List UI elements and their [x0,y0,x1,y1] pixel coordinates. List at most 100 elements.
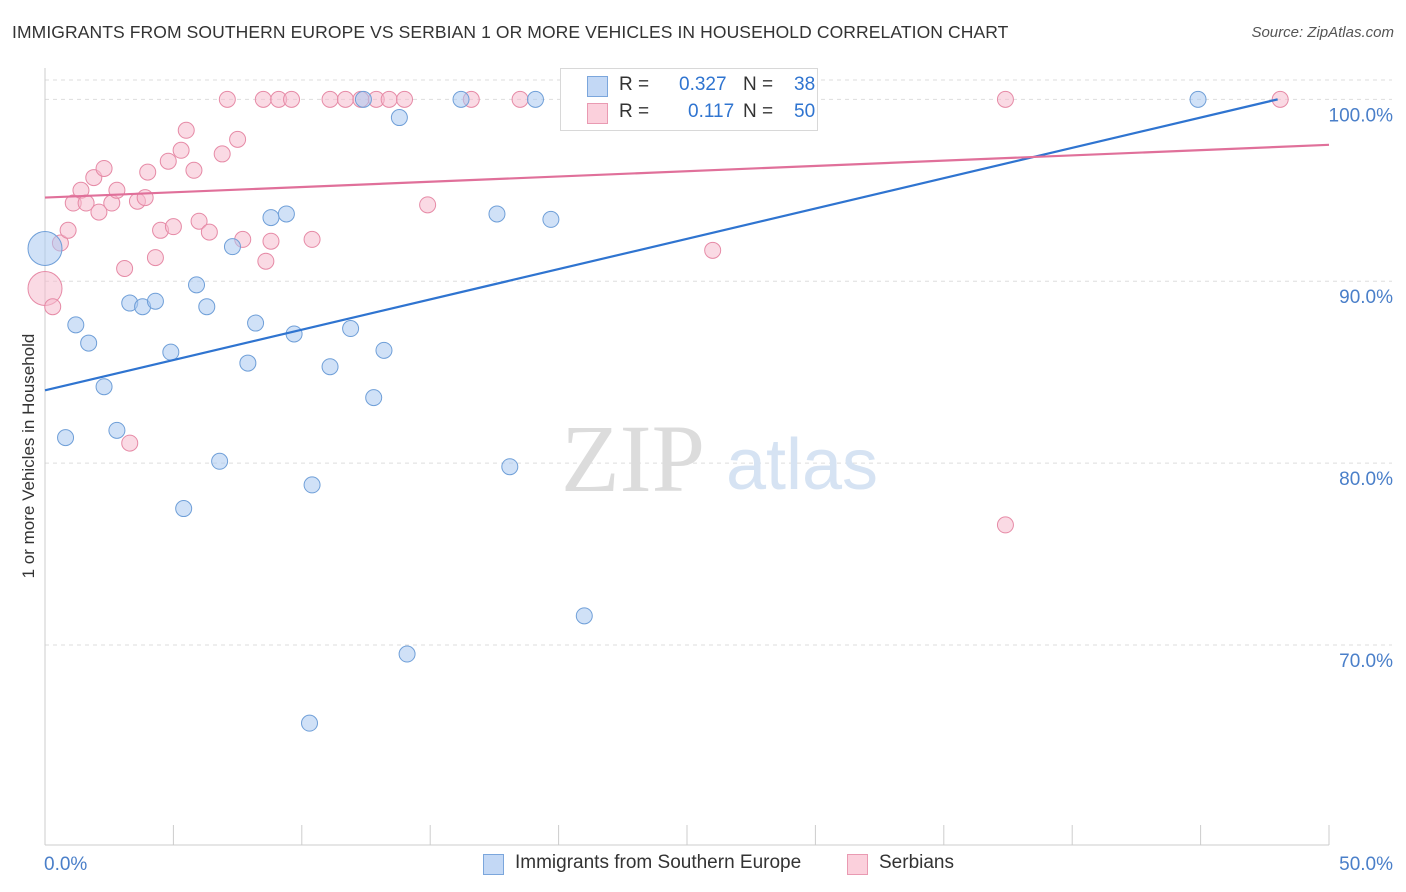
y-tick-label: 80.0% [1339,469,1393,490]
serbians-point [380,90,398,108]
southern-europe-point [452,90,470,108]
serbians-point [704,241,722,259]
y-tick-labels: 100.0% 90.0% 80.0% 70.0% [1329,105,1394,672]
southern-europe-point [95,378,113,396]
southern-europe-point [354,90,372,108]
southern-europe-point [198,298,216,316]
southern-europe-point [108,421,126,439]
trend-lines [44,98,1330,392]
serbians-point [200,223,218,241]
serbians-point [254,90,272,108]
legend-swatch-pink [587,103,608,124]
n-label: N = [743,101,774,122]
southern-europe-point [321,358,339,376]
southern-europe-point [277,205,295,223]
serbians-point [164,218,182,236]
legend-label-serbians: Serbians [879,852,954,873]
serbians-point [59,221,77,239]
watermark-atlas: atlas [726,425,878,505]
southern-europe-trend-line [44,98,1278,392]
serbians-point [159,152,177,170]
legend-swatch-pink [847,854,868,875]
serbians-point [116,260,134,278]
southern-europe-point [1189,90,1207,108]
southern-europe-point [390,109,408,127]
serbians-point [185,161,203,179]
serbians-point [257,252,275,270]
watermark: ZIP atlas [561,405,878,512]
southern-europe-point [342,320,360,338]
serbians-point [90,203,108,221]
southern-europe-point [80,334,98,352]
southern-europe-point [223,238,241,256]
southern-europe-point [146,292,164,310]
serbians-point [229,130,247,148]
serbians-point [139,163,157,181]
serbians-point [121,434,139,452]
serbians-point [1271,90,1289,108]
southern-europe-point [262,209,280,227]
n-value-pink: 50 [794,101,816,122]
serbians-point [283,90,301,108]
serbians-point [419,196,437,214]
serbians-point [190,212,208,230]
serbians-point [95,159,113,177]
serbians-point [213,145,231,163]
serbians-point [511,90,529,108]
y-tick-label: 100.0% [1329,105,1394,126]
serbians-point [321,90,339,108]
r-label: R = [619,74,650,95]
serbians-point [396,90,414,108]
x-tick-labels: 0.0% 50.0% [44,854,1393,875]
southern-europe-point [188,276,206,294]
source-label: Source: ZipAtlas.com [1251,24,1394,41]
southern-europe-point [239,354,257,372]
serbians-point [177,121,195,139]
chart-title: IMMIGRANTS FROM SOUTHERN EUROPE VS SERBI… [12,22,1009,42]
legend-label-southern-europe: Immigrants from Southern Europe [515,852,802,873]
serbians-point [262,232,280,250]
southern-europe-point [211,452,229,470]
southern-europe-point [175,500,193,518]
stats-legend: R = 0.327 N = 38 R = 0.117 N = 50 [560,68,818,131]
southern-europe-points [27,90,1207,732]
watermark-zip: ZIP [561,405,705,512]
southern-europe-point [57,429,75,447]
southern-europe-point [301,714,319,732]
n-label: N = [743,74,774,95]
r-label: R = [619,101,650,122]
southern-europe-point [67,316,85,334]
serbians-point [336,90,354,108]
y-tick-label: 90.0% [1339,287,1393,308]
serbians-point [146,249,164,267]
southern-europe-point [162,343,180,361]
r-value-blue: 0.327 [679,74,727,95]
southern-europe-point [303,476,321,494]
serbians-point [136,189,154,207]
legend-swatch-blue [587,76,608,97]
southern-europe-point [501,458,519,476]
southern-europe-point [247,314,265,332]
legend-swatch-blue [483,854,504,875]
y-axis-label: 1 or more Vehicles in Household [19,334,38,579]
southern-europe-point [542,210,560,228]
serbians-point [303,230,321,248]
southern-europe-point [375,341,393,359]
southern-europe-point [575,607,593,625]
serbians-point [44,298,62,316]
southern-europe-point [526,90,544,108]
southern-europe-point [398,645,416,663]
southern-europe-point [365,389,383,407]
x-tick-label-max: 50.0% [1339,854,1393,875]
n-value-blue: 38 [794,74,816,95]
serbians-point [996,90,1014,108]
southern-europe-point [488,205,506,223]
serbians-point [172,141,190,159]
r-value-pink: 0.117 [688,101,735,122]
serbians-point [218,90,236,108]
serbians-trend-line [44,143,1330,199]
x-tick-label-min: 0.0% [44,854,87,875]
serbians-point [996,516,1014,534]
southern-europe-point [27,230,63,266]
